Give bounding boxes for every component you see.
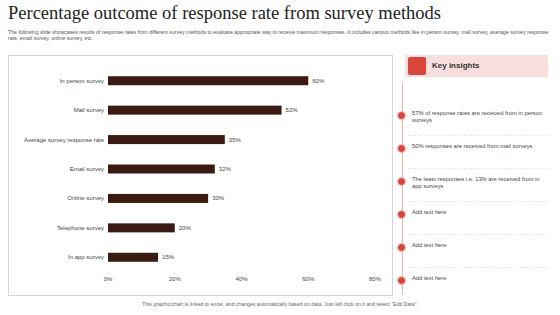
separator [408,267,548,268]
chart-frame [8,55,393,296]
tick-label: 40% [235,276,248,282]
insights-heading: Key insights [432,61,480,70]
category-label: In person survey [60,78,104,84]
tick [241,272,242,274]
data-label: 30% [212,195,225,201]
tick-label: 0% [104,276,113,282]
tick-label: 20% [169,276,182,282]
data-label: 52% [286,107,299,113]
timeline-dot [397,276,406,285]
tick-label: 60% [302,276,315,282]
insights-icon [408,57,426,75]
category-label: Telephone survey [57,225,104,231]
bar [108,106,282,115]
timeline-dot [397,177,406,186]
timeline-dot [397,111,406,120]
bar [108,253,158,262]
insight-text: The least responses i.e. 13% are receive… [412,176,547,190]
separator [408,201,548,202]
category-label: Email survey [70,166,104,172]
labels: In person survey 60% Mail survey 52% Average… [24,78,382,282]
tick [308,272,309,274]
tick [375,272,376,274]
tick [174,272,175,274]
insight-text: Add text here [412,275,547,282]
insight-text: 50% responses are received from mail sur… [412,143,547,150]
separator [408,168,548,169]
footer-note: This graphic/chart is linked to excel, a… [0,301,560,307]
category-label: In app survey [68,254,104,260]
bar [108,76,308,85]
timeline-dot [397,243,406,252]
timeline-dot [397,144,406,153]
separator [408,234,548,235]
bar [108,223,175,232]
data-label: 20% [179,225,192,231]
data-label: 32% [219,166,232,172]
category-label: Online survey [67,195,104,201]
separator [408,135,548,136]
data-label: 60% [312,78,325,84]
tick-label: 80% [369,276,382,282]
insight-text: 57% of response rates are received from … [412,110,547,124]
bar [108,165,215,174]
bar [108,194,208,203]
category-label: Average survey response rate [24,137,105,143]
insight-text: Add text here [412,209,547,216]
insight-text: Add text here [412,242,547,249]
bars [108,76,308,262]
data-label: 35% [229,137,242,143]
timeline-dot [397,210,406,219]
title: Percentage outcome of response rate from… [8,3,441,24]
tick [108,272,109,274]
category-label: Mail survey [74,107,104,113]
data-label: 15% [162,254,175,260]
subtitle: The following slide showcases results of… [8,29,556,42]
bar [108,135,225,144]
